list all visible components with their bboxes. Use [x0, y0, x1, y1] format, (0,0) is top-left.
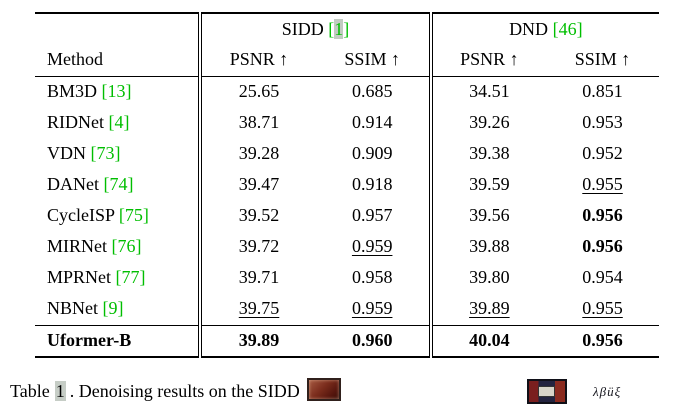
citation-link[interactable]: [75]: [114, 205, 149, 226]
col-header-dnd-ssim: SSIM ↑: [546, 44, 659, 77]
citation-link[interactable]: [46]: [552, 18, 583, 39]
denoising-results-table: SIDD [1] DND [46] Method PSNR ↑ SSIM ↑ P…: [35, 12, 659, 359]
citation-link[interactable]: [9]: [98, 298, 124, 319]
value-cell: 0.959: [351, 298, 393, 319]
table-row: VDN [73] 39.28 0.909 39.38 0.952: [35, 138, 659, 170]
caption-text: . Denoising results on the SIDD: [69, 381, 300, 401]
value-cell: 0.955: [582, 174, 623, 195]
table-row: MPRNet [77] 39.71 0.958 39.80 0.954: [35, 262, 659, 294]
table-head: SIDD [1] DND [46] Method PSNR ↑ SSIM ↑ P…: [35, 13, 659, 77]
value-cell: 39.28: [198, 138, 316, 170]
table-row: Uformer-B 39.89 0.960 40.04 0.956: [35, 324, 659, 358]
method-cell: Uformer-B: [35, 324, 201, 358]
value-cell: 0.956: [546, 324, 659, 358]
value-cell: 0.955: [582, 298, 623, 319]
group-header-row: SIDD [1] DND [46]: [35, 13, 659, 45]
table-row: CycleISP [75] 39.52 0.957 39.56 0.956: [35, 200, 659, 232]
page-edge-figure-fragments: λβüξ: [527, 379, 621, 404]
group-header-dnd: DND [46]: [428, 13, 659, 45]
value-cell: 39.52: [198, 200, 316, 232]
citation-link[interactable]: [74]: [99, 174, 134, 195]
method-cell: DANet [74]: [35, 170, 200, 201]
value-cell: 0.957: [351, 205, 393, 226]
col-header-sidd-psnr: PSNR ↑: [198, 44, 316, 77]
value-cell: 39.26: [428, 107, 547, 139]
table-body: BM3D [13] 25.65 0.685 34.51 0.851 RIDNet [4] 3…: [35, 76, 659, 358]
method-cell: VDN [73]: [35, 139, 200, 170]
results-table-wrap: SIDD [1] DND [46] Method PSNR ↑ SSIM ↑ P…: [35, 12, 659, 359]
value-cell: 0.953: [582, 112, 623, 133]
figure-fragment-thumbnail: [527, 379, 567, 404]
value-cell: 39.38: [428, 138, 547, 170]
inline-figure-thumbnail: [306, 378, 341, 401]
table-row: NBNet [9] 39.75 0.959 39.89 0.955: [35, 293, 659, 326]
method-name: VDN: [47, 143, 86, 164]
value-cell: 39.71: [198, 262, 316, 294]
value-cell: 0.952: [582, 143, 623, 164]
value-cell: 0.956: [582, 236, 623, 257]
empty-corner-cell: [35, 13, 200, 45]
method-name: BM3D: [47, 81, 98, 102]
method-cell: NBNet [9]: [35, 294, 200, 325]
value-cell: 0.909: [351, 143, 393, 164]
method-name: CycleISP: [47, 205, 115, 226]
method-name: RIDNet: [47, 112, 104, 133]
group-header-sidd: SIDD [1]: [198, 13, 431, 45]
value-cell: 34.51: [428, 76, 547, 108]
col-header-sidd-ssim: SSIM ↑: [315, 44, 431, 77]
value-cell: 39.56: [428, 200, 547, 232]
value-cell: 40.04: [428, 324, 547, 358]
table-row: RIDNet [4] 38.71 0.914 39.26 0.953: [35, 107, 659, 139]
value-cell: 0.918: [351, 174, 393, 195]
citation-link[interactable]: [1]: [328, 18, 350, 39]
value-cell: 39.89: [428, 293, 547, 326]
method-name: NBNet: [47, 298, 98, 319]
value-cell: 0.958: [351, 267, 393, 288]
citation-link[interactable]: [76]: [107, 236, 142, 257]
dataset-name: DND: [509, 18, 549, 39]
value-cell: 0.959: [351, 236, 393, 257]
citation-link[interactable]: [4]: [104, 112, 130, 133]
value-cell: 0.914: [351, 112, 393, 133]
method-cell: MPRNet [77]: [35, 263, 200, 294]
value-cell: 39.47: [198, 169, 316, 201]
method-name: Uformer-B: [47, 330, 132, 351]
value-cell: 25.65: [198, 76, 316, 108]
col-header-method: Method: [35, 44, 201, 77]
table-caption: Table 1. Denoising results on the SIDD: [10, 378, 341, 402]
method-cell: CycleISP [75]: [35, 201, 200, 232]
value-cell: 39.59: [428, 169, 547, 201]
method-name: DANet: [47, 174, 99, 195]
value-cell: 0.960: [315, 324, 431, 358]
value-cell: 0.956: [582, 205, 623, 226]
citation-link[interactable]: [73]: [86, 143, 121, 164]
table-row: BM3D [13] 25.65 0.685 34.51 0.851: [35, 76, 659, 108]
table-row: MIRNet [76] 39.72 0.959 39.88 0.956: [35, 231, 659, 263]
table-row: DANet [74] 39.47 0.918 39.59 0.955: [35, 169, 659, 201]
method-name: MIRNet: [47, 236, 107, 257]
table-number-link[interactable]: 1: [54, 381, 66, 401]
citation-link[interactable]: [13]: [97, 81, 132, 102]
col-header-dnd-psnr: PSNR ↑: [428, 44, 547, 77]
value-cell: 39.89: [198, 324, 316, 358]
clipped-text-fragment: λβüξ: [593, 383, 622, 399]
value-cell: 39.88: [428, 231, 547, 263]
value-cell: 39.80: [428, 262, 547, 294]
value-cell: 38.71: [198, 107, 316, 139]
method-cell: MIRNet [76]: [35, 232, 200, 263]
column-header-row: Method PSNR ↑ SSIM ↑ PSNR ↑ SSIM ↑: [35, 44, 659, 77]
value-cell: 0.685: [351, 81, 393, 102]
method-cell: BM3D [13]: [35, 76, 200, 107]
value-cell: 0.954: [582, 267, 623, 288]
method-name: MPRNet: [47, 267, 112, 288]
citation-link[interactable]: [77]: [111, 267, 146, 288]
dataset-name: SIDD: [281, 18, 324, 39]
value-cell: 39.75: [198, 293, 316, 326]
value-cell: 0.851: [582, 81, 623, 102]
method-cell: RIDNet [4]: [35, 108, 200, 139]
value-cell: 39.72: [198, 231, 316, 263]
caption-prefix: Table: [10, 381, 50, 401]
figure-fragment-inner: [538, 386, 555, 397]
